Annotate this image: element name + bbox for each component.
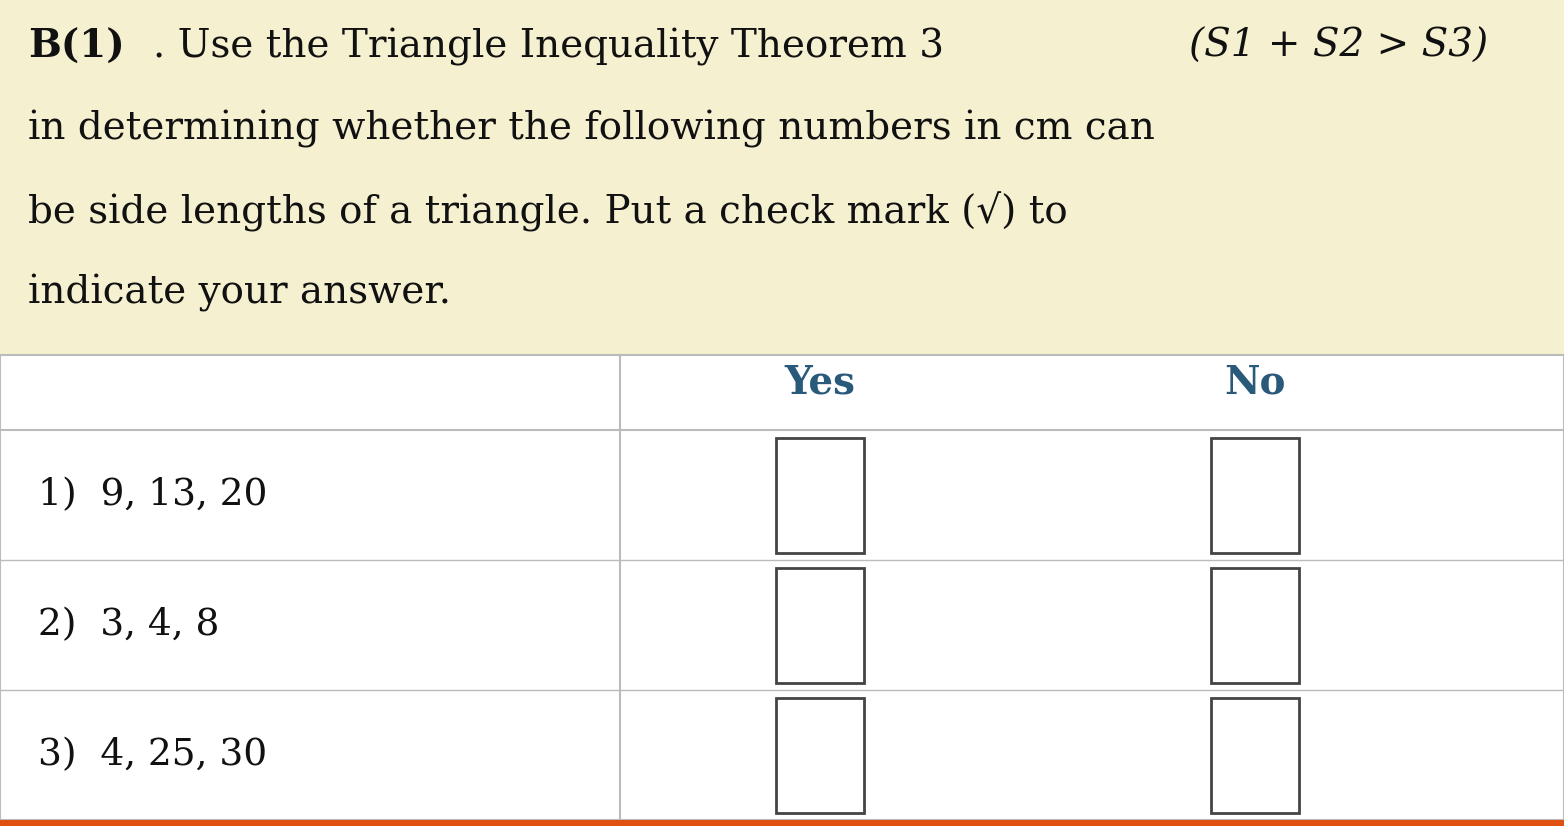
Text: be side lengths of a triangle. Put a check mark (√) to: be side lengths of a triangle. Put a che… bbox=[28, 192, 1068, 232]
Text: Yes: Yes bbox=[785, 363, 856, 401]
Text: 2)  3, 4, 8: 2) 3, 4, 8 bbox=[38, 607, 219, 643]
Text: in determining whether the following numbers in cm can: in determining whether the following num… bbox=[28, 110, 1154, 148]
Text: 3)  4, 25, 30: 3) 4, 25, 30 bbox=[38, 737, 267, 773]
Bar bbox=[1211, 697, 1300, 813]
Bar bbox=[776, 438, 863, 553]
Text: 1)  9, 13, 20: 1) 9, 13, 20 bbox=[38, 477, 267, 513]
Text: B(1): B(1) bbox=[28, 28, 125, 66]
Bar bbox=[1211, 438, 1300, 553]
Bar bbox=[0, 0, 1564, 355]
Text: (S1 + S2 > S3): (S1 + S2 > S3) bbox=[1190, 28, 1489, 65]
Text: . Use the Triangle Inequality Theorem 3: . Use the Triangle Inequality Theorem 3 bbox=[153, 28, 956, 66]
Bar bbox=[0, 820, 1564, 826]
Text: indicate your answer.: indicate your answer. bbox=[28, 274, 450, 312]
Bar bbox=[776, 567, 863, 682]
Bar bbox=[1211, 567, 1300, 682]
Bar bbox=[0, 355, 1564, 820]
Bar bbox=[776, 697, 863, 813]
Text: No: No bbox=[1225, 363, 1286, 401]
